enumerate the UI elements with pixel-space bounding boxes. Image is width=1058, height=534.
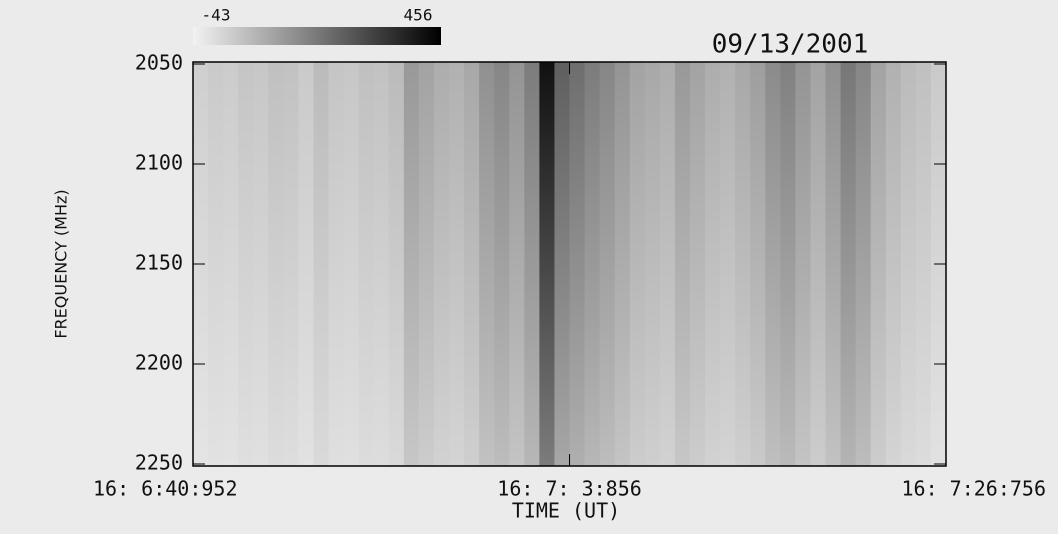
x-tick-label: 16: 6:40:952 xyxy=(93,477,238,501)
colorbar-min: -43 xyxy=(202,6,231,25)
fade-overlay xyxy=(193,62,946,466)
y-axis-label: FREQUENCY (MHz) xyxy=(52,189,71,338)
y-tick-label: 2050 xyxy=(135,51,183,75)
colorbar xyxy=(193,27,441,45)
y-tick-label: 2100 xyxy=(135,151,183,175)
y-tick-label: 2200 xyxy=(135,351,183,375)
chart-title: 09/13/2001 xyxy=(712,30,869,60)
y-tick-label: 2250 xyxy=(135,451,183,475)
x-axis-label: TIME (UT) xyxy=(512,499,620,523)
colorbar-max: 456 xyxy=(404,6,433,25)
x-tick-label: 16: 7: 3:856 xyxy=(497,477,642,501)
x-tick-label: 16: 7:26:756 xyxy=(902,477,1047,501)
plot-area xyxy=(193,62,947,466)
y-tick-label: 2150 xyxy=(135,251,183,275)
